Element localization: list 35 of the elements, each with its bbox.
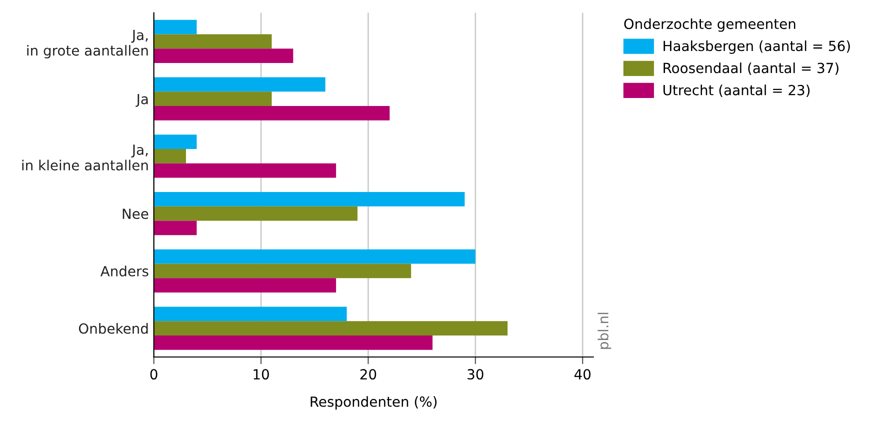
bar — [154, 321, 508, 336]
y-tick-label: Anders — [100, 266, 148, 276]
text: pbl.nl — [598, 312, 612, 349]
y-tick-label: Onbekend — [78, 323, 148, 334]
bar — [154, 306, 347, 322]
legend-label: Haaksbergen (aantal = 56) — [664, 40, 850, 54]
bar — [154, 249, 476, 264]
bar — [154, 48, 294, 63]
legend-label: Utrecht (aantal = 23) — [664, 84, 810, 97]
legend-label: Roosendaal (aantal = 37) — [664, 62, 838, 75]
x-tick-label: 20 — [360, 369, 376, 380]
bar — [154, 335, 433, 350]
x-tick-label: 0 — [150, 369, 158, 380]
bar — [154, 206, 358, 221]
y-tick-label: Ja, in kleine aantallen — [22, 144, 148, 170]
x-tick-label: 30 — [468, 369, 484, 380]
x-axis-title: Respondenten (%) — [310, 396, 437, 410]
x-tick-label: 10 — [254, 369, 269, 380]
bar — [154, 34, 272, 49]
bar — [154, 163, 336, 178]
bar — [154, 192, 465, 206]
bar — [154, 92, 272, 106]
bar — [154, 20, 197, 34]
bar — [154, 106, 390, 120]
legend-title: Onderzochte gemeenten — [624, 18, 796, 32]
y-tick-label: Nee — [122, 208, 148, 220]
bar — [154, 149, 186, 164]
bar — [154, 77, 326, 92]
bar — [154, 134, 197, 150]
bar — [154, 264, 412, 278]
bar — [154, 220, 197, 236]
x-tick-label: 40 — [574, 369, 591, 380]
bar — [154, 278, 336, 292]
y-tick-label: Ja, in grote aantallen — [27, 30, 148, 58]
y-tick-label: Ja — [136, 94, 148, 107]
